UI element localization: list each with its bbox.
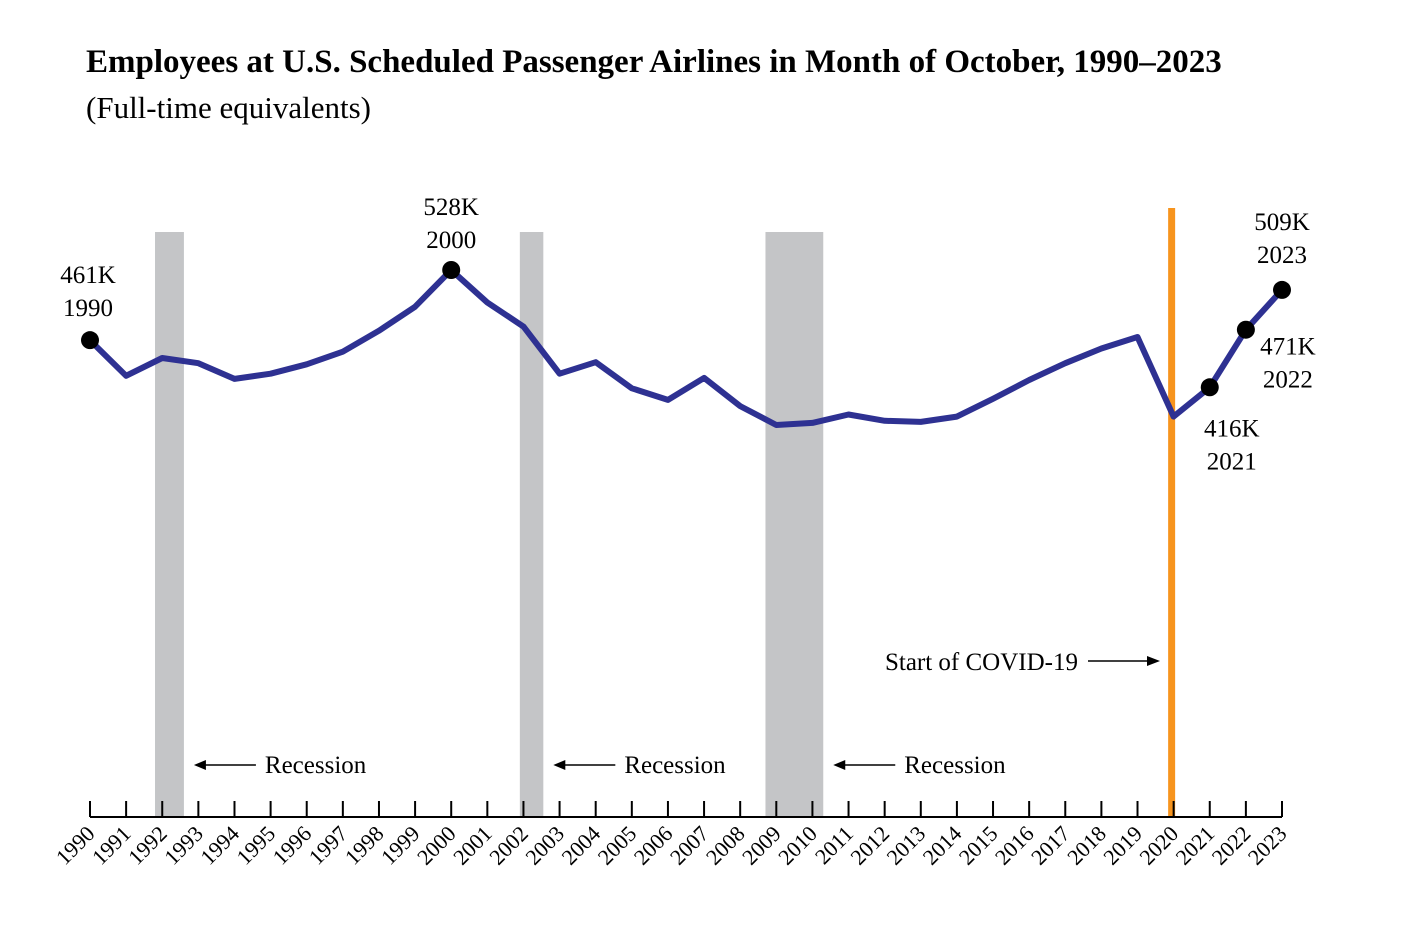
series-layer	[87, 267, 1285, 428]
data-label-year: 2021	[1207, 448, 1257, 475]
recession-band	[765, 232, 824, 817]
data-label-year: 2023	[1257, 242, 1307, 269]
recession-label: Recession	[265, 752, 367, 779]
recession-band	[155, 232, 184, 817]
x-tick-label: 2023	[1243, 821, 1292, 870]
recession-arrowhead	[193, 760, 206, 770]
data-point-marker	[81, 331, 99, 350]
data-label-year: 1990	[63, 295, 113, 322]
annotation-layer: 461K 1990 528K 2000 416K 2021 471K 2022 509K 2023	[60, 194, 1315, 475]
series-line	[87, 267, 1285, 428]
recession-bands: Recession Recession Recession	[155, 232, 1006, 817]
covid-marker: Start of COVID-19	[885, 208, 1176, 817]
covid-arrowhead	[1147, 656, 1160, 666]
recession-arrowhead	[833, 760, 846, 770]
recession-band	[519, 232, 544, 817]
data-label-year: 2000	[426, 227, 476, 254]
chart-title: Employees at U.S. Scheduled Passenger Ai…	[86, 44, 1222, 80]
data-point-marker	[1200, 378, 1219, 397]
x-tick-label: 2011	[810, 821, 858, 869]
data-label-value: 471K	[1260, 334, 1316, 361]
data-label-value: 509K	[1254, 209, 1310, 236]
chart-subtitle: (Full-time equivalents)	[86, 90, 371, 125]
data-point-marker	[1236, 320, 1255, 339]
recession-label: Recession	[904, 752, 1006, 779]
data-label-year: 2022	[1263, 367, 1313, 394]
x-axis: 1990199119921993199419951996199719981999…	[51, 801, 1292, 870]
covid-label: Start of COVID-19	[885, 649, 1078, 676]
data-point-marker	[442, 261, 461, 279]
data-point-marker	[1273, 280, 1291, 299]
data-label-value: 461K	[60, 262, 116, 289]
recession-arrowhead	[553, 760, 566, 770]
recession-label: Recession	[624, 752, 726, 779]
data-label-value: 528K	[423, 194, 479, 221]
data-label-value: 416K	[1204, 415, 1260, 442]
